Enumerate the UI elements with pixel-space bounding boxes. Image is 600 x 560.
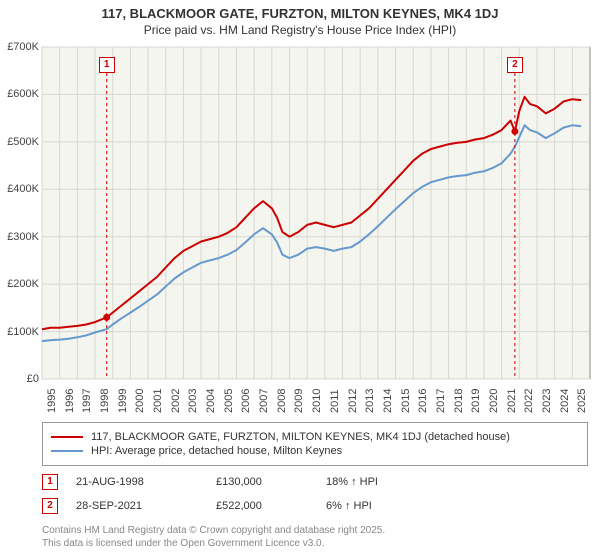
x-tick-label: 2023 [541, 389, 553, 413]
legend-swatch [51, 436, 83, 438]
legend-swatch [51, 450, 83, 452]
x-tick-label: 1998 [99, 389, 111, 413]
y-tick-label: £100K [7, 326, 39, 338]
x-tick-label: 2005 [223, 389, 235, 413]
x-tick-label: 2020 [488, 389, 500, 413]
event-date: 28-SEP-2021 [76, 500, 216, 512]
x-tick-label: 2009 [293, 389, 305, 413]
footer-note: Contains HM Land Registry data © Crown c… [42, 524, 588, 550]
x-tick-label: 1996 [64, 389, 76, 413]
event-row: 2 28-SEP-2021£522,0006% ↑ HPI [42, 498, 588, 514]
chart-area: £0 £100K £200K £300K £400K £500K £600K £700K 19… [0, 39, 600, 419]
y-tick-label: £300K [7, 231, 39, 243]
x-tick-label: 2025 [576, 389, 588, 413]
x-tick-label: 2016 [417, 389, 429, 413]
legend-label: 117, BLACKMOOR GATE, FURZTON, MILTON KEY… [91, 431, 510, 443]
legend-row: HPI: Average price, detached house, Milt… [51, 445, 579, 457]
x-tick-label: 2007 [258, 389, 270, 413]
x-tick-label: 2013 [364, 389, 376, 413]
legend-row: 117, BLACKMOOR GATE, FURZTON, MILTON KEY… [51, 431, 579, 443]
title-block: 117, BLACKMOOR GATE, FURZTON, MILTON KEY… [0, 0, 600, 39]
chart-marker: 2 [507, 57, 523, 73]
event-hpi: 18% ↑ HPI [326, 476, 378, 488]
event-price: £130,000 [216, 476, 326, 488]
x-tick-label: 2011 [329, 389, 341, 413]
y-tick-label: £400K [7, 183, 39, 195]
x-tick-label: 2004 [205, 389, 217, 413]
x-tick-label: 1997 [81, 389, 93, 413]
chart-subtitle: Price paid vs. HM Land Registry's House … [0, 23, 600, 37]
x-tick-label: 2021 [506, 389, 518, 413]
y-tick-label: £0 [27, 373, 39, 385]
y-tick-label: £600K [7, 88, 39, 100]
x-tick-label: 2017 [435, 389, 447, 413]
x-tick-label: 2022 [523, 389, 535, 413]
event-marker: 2 [42, 498, 58, 514]
event-price: £522,000 [216, 500, 326, 512]
event-date: 21-AUG-1998 [76, 476, 216, 488]
bottom-block: 117, BLACKMOOR GATE, FURZTON, MILTON KEY… [42, 422, 588, 550]
chart-title: 117, BLACKMOOR GATE, FURZTON, MILTON KEY… [0, 6, 600, 21]
y-tick-label: £500K [7, 136, 39, 148]
x-tick-label: 2000 [134, 389, 146, 413]
x-tick-label: 2008 [276, 389, 288, 413]
y-tick-label: £200K [7, 278, 39, 290]
x-tick-label: 2010 [311, 389, 323, 413]
chart-svg [0, 39, 600, 419]
x-tick-label: 2024 [559, 389, 571, 413]
x-tick-label: 1999 [117, 389, 129, 413]
legend-box: 117, BLACKMOOR GATE, FURZTON, MILTON KEY… [42, 422, 588, 466]
x-tick-label: 2015 [400, 389, 412, 413]
legend-label: HPI: Average price, detached house, Milt… [91, 445, 342, 457]
event-marker: 1 [42, 474, 58, 490]
x-tick-label: 1995 [46, 389, 58, 413]
x-tick-label: 2002 [170, 389, 182, 413]
footer-line-1: Contains HM Land Registry data © Crown c… [42, 524, 588, 537]
y-tick-label: £700K [7, 41, 39, 53]
x-tick-label: 2003 [187, 389, 199, 413]
x-tick-label: 2012 [347, 389, 359, 413]
footer-line-2: This data is licensed under the Open Gov… [42, 537, 588, 550]
chart-marker: 1 [99, 57, 115, 73]
x-tick-label: 2019 [470, 389, 482, 413]
x-tick-label: 2018 [453, 389, 465, 413]
event-row: 1 21-AUG-1998£130,00018% ↑ HPI [42, 474, 588, 490]
chart-container: 117, BLACKMOOR GATE, FURZTON, MILTON KEY… [0, 0, 600, 560]
x-tick-label: 2001 [152, 389, 164, 413]
x-tick-label: 2014 [382, 389, 394, 413]
x-tick-label: 2006 [240, 389, 252, 413]
event-hpi: 6% ↑ HPI [326, 500, 372, 512]
